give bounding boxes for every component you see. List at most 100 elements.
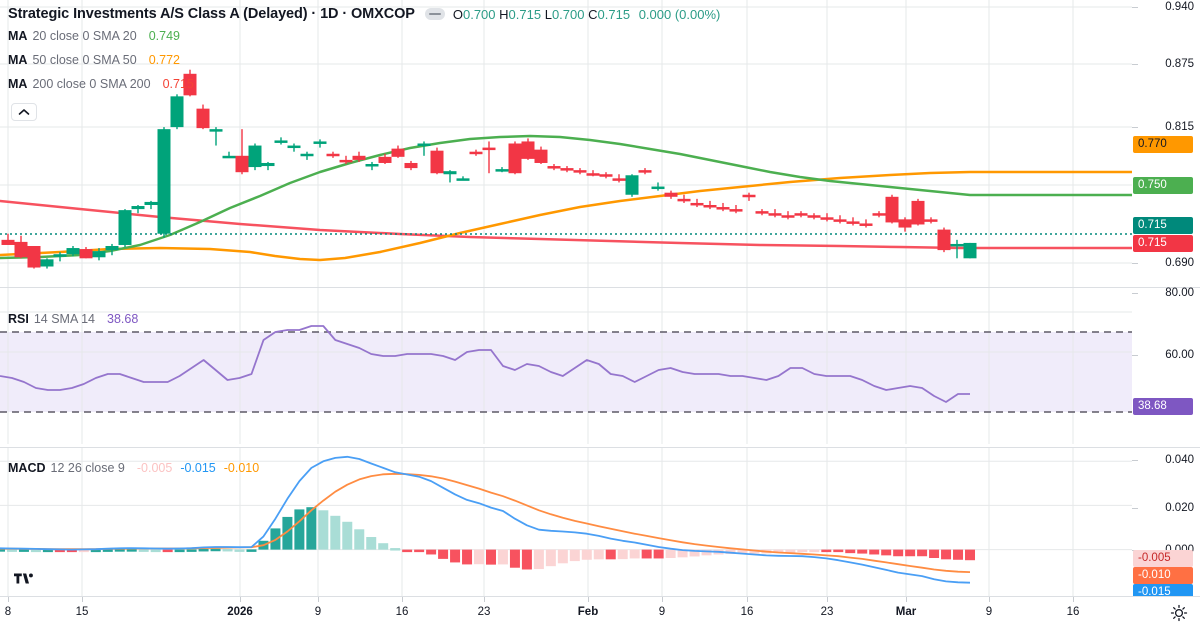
pane-separator-2[interactable] — [0, 447, 1200, 448]
macd-histogram-bar — [557, 549, 568, 564]
rsi-legend[interactable]: RSI 14 SMA 14 38.68 — [8, 307, 138, 331]
macd-histogram-bar — [917, 549, 928, 557]
macd-histogram-bar — [905, 549, 916, 557]
time-tick — [318, 597, 319, 602]
macd-histogram-bar — [390, 548, 401, 551]
axis-price-badge[interactable]: -0.005 — [1133, 550, 1193, 567]
time-axis-label: 23 — [477, 606, 491, 618]
axis-price-badge[interactable]: 0.770 — [1133, 136, 1193, 153]
candlestick — [833, 215, 847, 224]
candlestick — [898, 217, 912, 232]
rsi-legend-name: RSI — [8, 312, 29, 326]
macd-histogram-bar — [509, 549, 520, 568]
time-scale[interactable]: 8 15 2026 9 16 23 Feb 9 16 23 Mar 9 16 — [0, 596, 1200, 630]
chevron-up-icon — [18, 109, 30, 115]
time-axis-label: Feb — [577, 606, 599, 618]
candlestick — [638, 168, 652, 175]
rsi-line — [0, 325, 970, 403]
legend-collapse-button[interactable] — [11, 103, 37, 121]
macd-histogram-bar — [701, 549, 712, 556]
axis-tick-label: 0.815 — [1165, 121, 1194, 133]
macd-histogram-bar — [581, 549, 592, 560]
time-axis-label: 9 — [658, 606, 666, 618]
candlestick — [586, 170, 600, 177]
macd-histogram-bar — [941, 549, 952, 560]
moving-average-line — [0, 170, 1134, 262]
price-scale[interactable]: 0.940 0.875 0.815 0.690 0.770 0.750 0.715 0.715 — [1132, 0, 1200, 287]
macd-histogram-bar — [126, 549, 137, 552]
macd-histogram-bar — [246, 549, 257, 552]
macd-histogram-bar — [150, 549, 161, 553]
candlestick — [144, 200, 158, 210]
macd-legend-name: MACD — [8, 461, 46, 475]
candlestick — [690, 198, 704, 208]
axis-price-badge[interactable]: 0.715 — [1133, 235, 1193, 252]
candlestick — [274, 137, 288, 145]
axis-price-badge[interactable]: -0.010 — [1133, 567, 1193, 584]
macd-histogram-bar — [342, 521, 353, 550]
macd-histogram-bar — [114, 549, 125, 552]
candlestick — [66, 246, 80, 257]
candlestick — [950, 239, 964, 259]
macd-histogram-bar — [30, 549, 41, 553]
candlestick — [183, 69, 197, 97]
candlestick — [14, 235, 28, 259]
macd-legend[interactable]: MACD 12 26 close 9 -0.005 -0.015 -0.010 — [8, 456, 259, 480]
macd-histogram-bar — [617, 549, 628, 560]
macd-histogram-bar — [102, 549, 113, 552]
candlestick — [703, 200, 717, 210]
axis-price-badge[interactable]: 0.750 — [1133, 177, 1193, 194]
macd-pane[interactable] — [0, 448, 1132, 596]
time-tick — [82, 597, 83, 602]
moving-average-line — [0, 199, 1134, 250]
axis-tick — [1132, 263, 1138, 264]
candlestick — [729, 205, 743, 214]
macd-histogram-bar — [869, 549, 880, 555]
moving-average-line — [0, 134, 1134, 260]
candlestick — [287, 143, 301, 152]
candlestick — [300, 151, 314, 160]
macd-histogram-bar — [186, 549, 197, 552]
rsi-scale[interactable]: 80.00 60.00 38.68 — [1132, 287, 1200, 444]
macd-histogram-bar — [438, 549, 449, 559]
rsi-pane[interactable] — [0, 288, 1132, 444]
axis-tick — [1132, 7, 1138, 8]
macd-histogram-bar — [569, 549, 580, 562]
macd-histogram-bar — [749, 549, 760, 554]
macd-histogram-bar — [78, 549, 89, 553]
axis-price-badge[interactable]: 38.68 — [1133, 398, 1193, 415]
candlestick — [157, 127, 171, 238]
price-pane[interactable] — [0, 0, 1134, 287]
time-axis-label: 16 — [395, 606, 409, 618]
candlestick — [716, 202, 730, 212]
macd-histogram-bar — [965, 549, 975, 561]
candlestick — [820, 213, 834, 222]
candlestick — [235, 129, 249, 175]
price-chart-canvas — [0, 0, 1134, 287]
pane-separator-1[interactable] — [0, 287, 1200, 288]
axis-tick — [1132, 64, 1138, 65]
rsi-legend-value: 38.68 — [107, 312, 139, 326]
macd-histogram-bar — [138, 549, 149, 552]
time-tick — [662, 597, 663, 602]
macd-histogram-bar — [402, 549, 413, 553]
macd-chart-canvas — [0, 448, 1132, 596]
candlestick — [547, 164, 561, 171]
candlestick — [248, 143, 262, 171]
candlestick — [521, 138, 535, 160]
macd-histogram-bar — [162, 549, 173, 553]
rsi-chart-canvas — [0, 288, 1132, 444]
candlestick — [885, 194, 899, 224]
candlestick — [573, 168, 587, 175]
macd-line — [0, 455, 971, 584]
tradingview-logo[interactable] — [10, 565, 38, 593]
axis-tick-label: 80.00 — [1165, 287, 1194, 299]
macd-histogram-bar — [593, 549, 604, 560]
time-axis-label: 8 — [4, 606, 12, 618]
axis-price-badge[interactable]: 0.715 — [1133, 217, 1193, 234]
candlestick — [131, 205, 145, 214]
candlestick — [352, 151, 366, 162]
brightness-settings-icon[interactable] — [1170, 604, 1188, 622]
candlestick — [846, 217, 860, 226]
